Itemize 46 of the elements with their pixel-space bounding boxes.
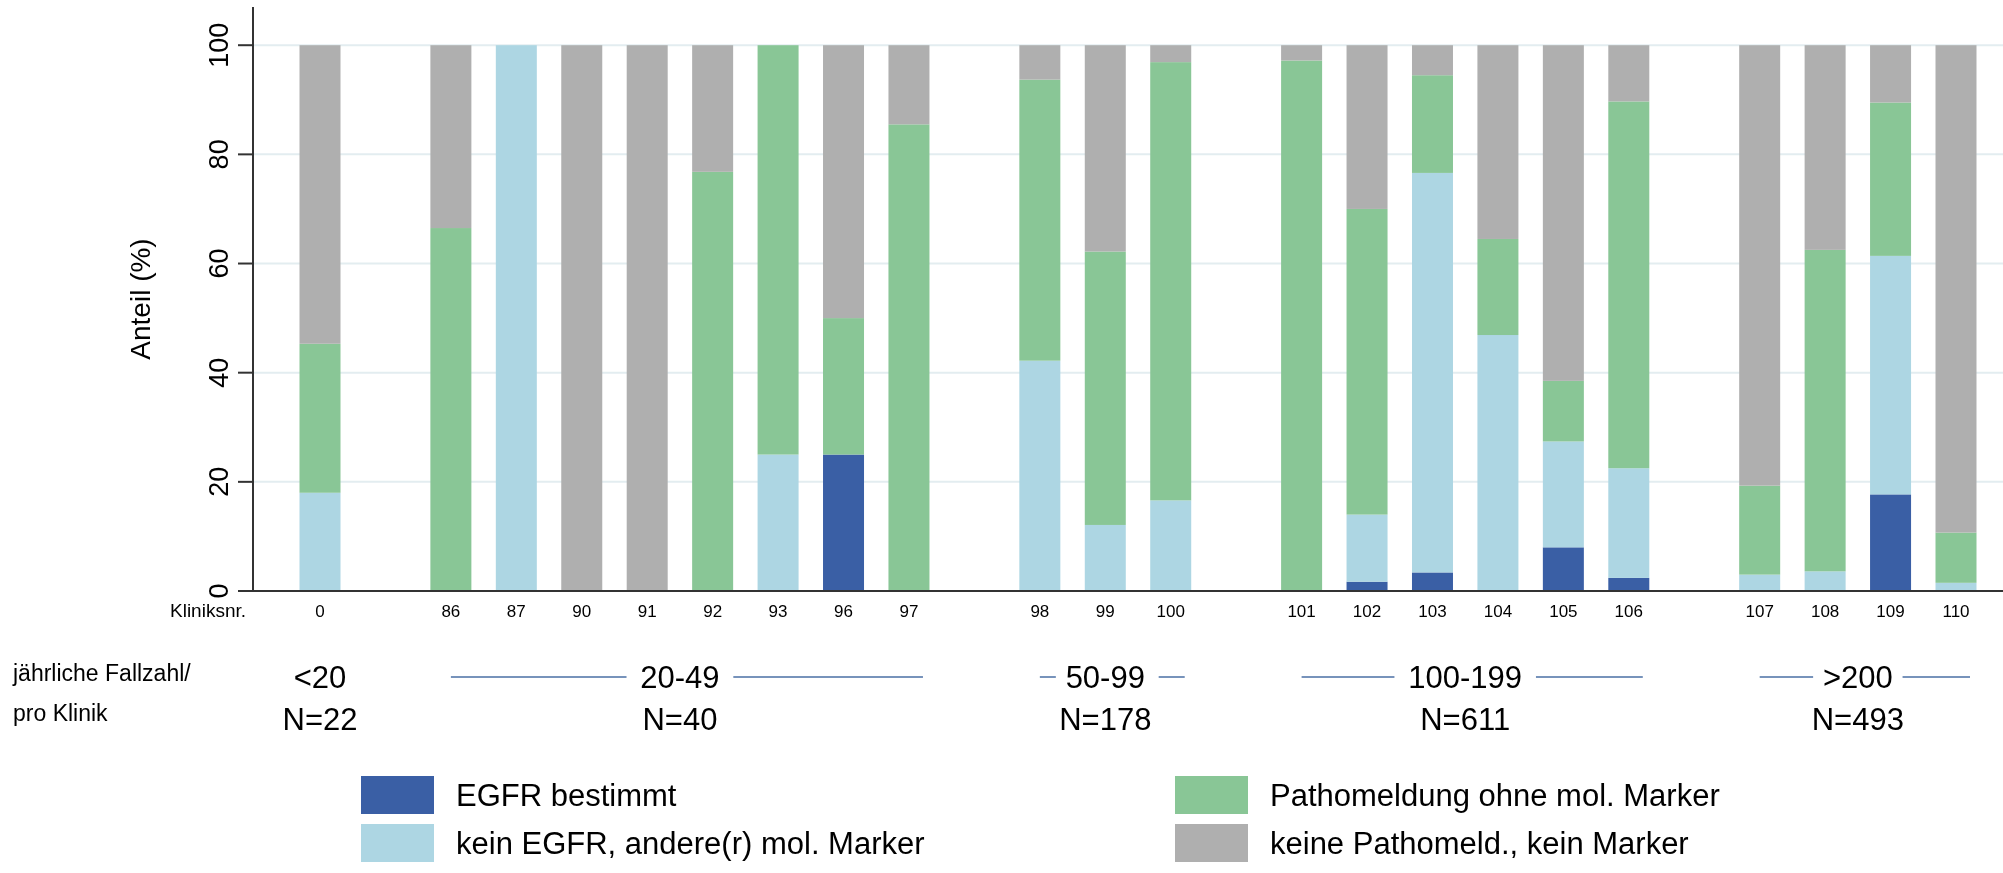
text: 20-49 — [640, 660, 720, 695]
x-tick-label: 108 — [1810, 602, 1840, 621]
y-tick-label: 20 — [204, 466, 234, 497]
text: N=493 — [1811, 702, 1904, 737]
legend-label: kein EGFR, andere(r) mol. Marker — [456, 826, 925, 861]
text: 100-199 — [1408, 660, 1523, 695]
x-tick-label: 103 — [1418, 602, 1447, 621]
text: jährliche Fallzahl/ — [12, 660, 192, 686]
x-tick-label: 105 — [1549, 602, 1578, 621]
x-tick-label: 107 — [1745, 602, 1774, 621]
text: N=22 — [282, 702, 358, 737]
text: N=40 — [642, 702, 718, 737]
x-tick-label: 92 — [703, 602, 723, 621]
x-tick-label: 87 — [506, 602, 526, 621]
text: 50-99 — [1065, 660, 1145, 695]
text: N=178 — [1059, 702, 1152, 737]
x-tick-label: 100 — [1156, 602, 1185, 621]
text: <20 — [293, 660, 347, 695]
x-tick-label: 97 — [899, 602, 919, 621]
x-tick-label: 101 — [1287, 602, 1316, 621]
x-tick-label: 91 — [637, 602, 657, 621]
y-axis-title: Anteil (%) — [125, 238, 156, 360]
legend-label: keine Pathomeld., kein Marker — [1270, 826, 1689, 861]
text: pro Klinik — [13, 700, 109, 726]
text: >200 — [1822, 660, 1893, 695]
y-tick-label: 60 — [204, 248, 234, 279]
x-tick-label: 99 — [1095, 602, 1115, 621]
x-tick-label: 104 — [1483, 602, 1513, 621]
text: Kliniksnr. — [170, 600, 247, 621]
x-tick-label: 86 — [441, 602, 461, 621]
legend-label: EGFR bestimmt — [456, 778, 677, 813]
x-tick-label: 106 — [1614, 602, 1643, 621]
x-tick-label: 93 — [768, 602, 788, 621]
legend-label: Pathomeldung ohne mol. Marker — [1270, 778, 1720, 813]
x-tick-label: 90 — [572, 602, 592, 621]
x-tick-label: 102 — [1352, 602, 1382, 621]
y-tick-label: 40 — [204, 357, 234, 388]
text: N=611 — [1420, 702, 1511, 737]
x-tick-label: 110 — [1942, 602, 1970, 621]
y-tick-label: 0 — [204, 583, 234, 599]
x-tick-label: 0 — [315, 602, 325, 621]
x-tick-label: 98 — [1030, 602, 1050, 621]
x-tick-label: 109 — [1876, 602, 1905, 621]
x-tick-label: 96 — [834, 602, 853, 621]
y-tick-label: 80 — [204, 139, 234, 170]
y-tick-label: 100 — [204, 22, 234, 68]
